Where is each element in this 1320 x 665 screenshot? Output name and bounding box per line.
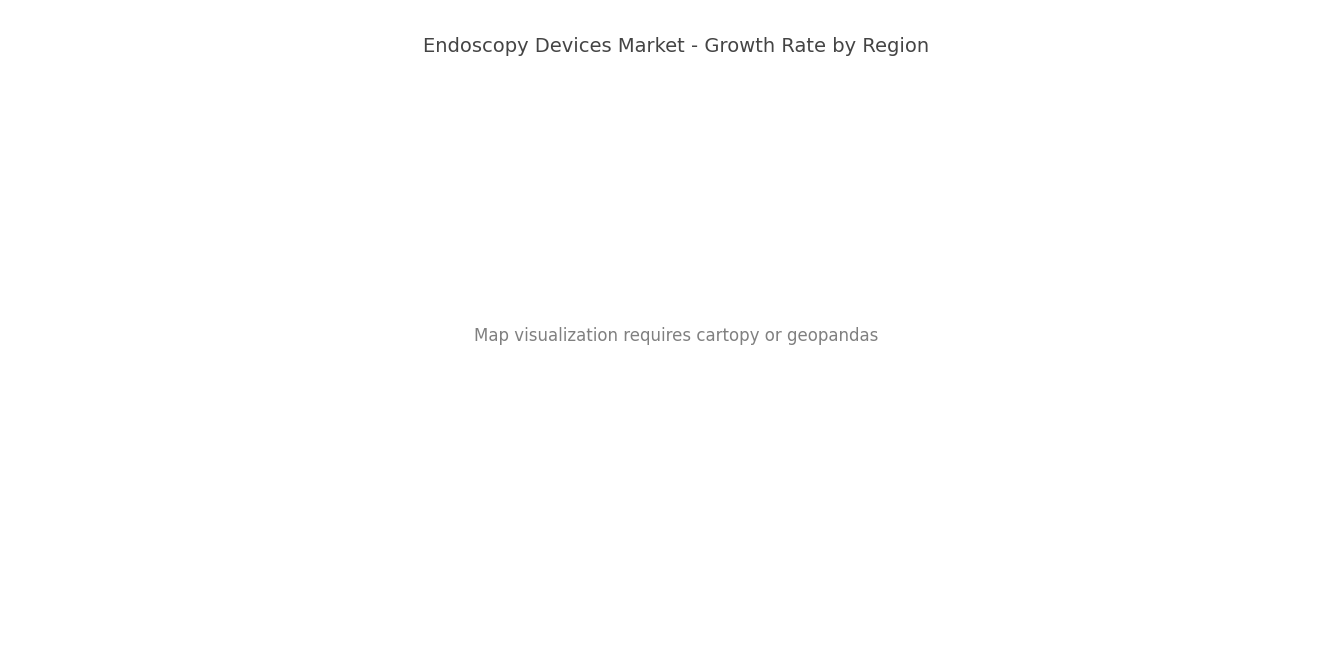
Text: Map visualization requires cartopy or geopandas: Map visualization requires cartopy or ge… bbox=[474, 327, 879, 345]
Title: Endoscopy Devices Market - Growth Rate by Region: Endoscopy Devices Market - Growth Rate b… bbox=[424, 37, 929, 56]
